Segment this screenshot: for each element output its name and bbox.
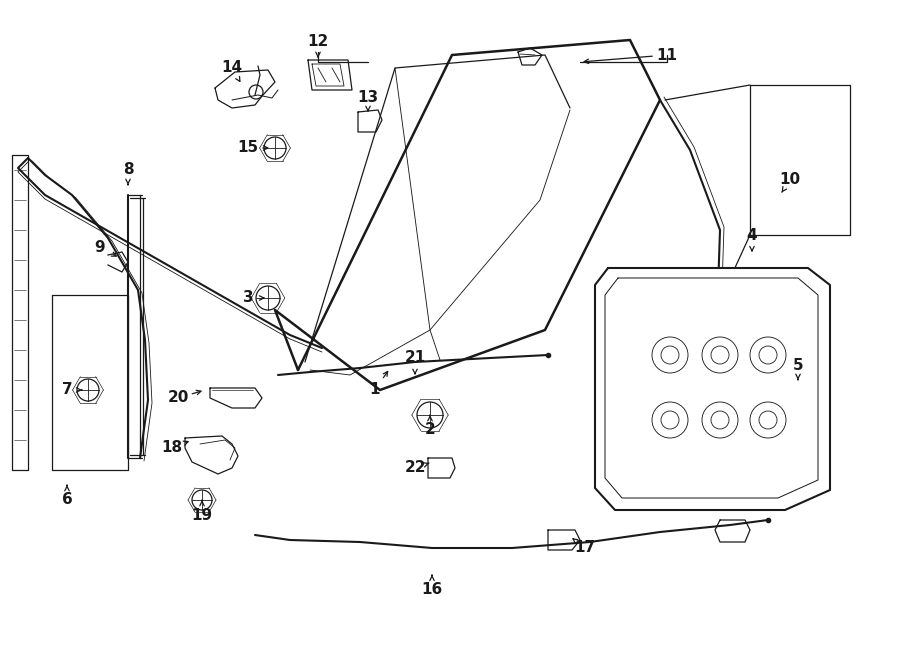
Text: 21: 21: [404, 350, 426, 366]
Text: 6: 6: [61, 492, 72, 508]
Text: 22: 22: [404, 461, 426, 475]
Text: 5: 5: [793, 358, 804, 373]
Text: 14: 14: [221, 61, 243, 75]
Text: 10: 10: [779, 173, 801, 188]
Text: 2: 2: [425, 422, 436, 438]
Text: 15: 15: [238, 141, 258, 155]
Text: 1: 1: [370, 383, 380, 397]
Text: 7: 7: [62, 383, 72, 397]
Text: 17: 17: [574, 541, 596, 555]
Text: 12: 12: [308, 34, 328, 50]
Polygon shape: [595, 268, 830, 510]
Text: 3: 3: [243, 290, 253, 305]
Text: 11: 11: [656, 48, 678, 63]
Text: 20: 20: [167, 391, 189, 405]
Text: 19: 19: [192, 508, 212, 522]
Text: 13: 13: [357, 91, 379, 106]
Text: 16: 16: [421, 582, 443, 598]
Text: 8: 8: [122, 163, 133, 178]
Text: 9: 9: [94, 241, 105, 256]
Text: 18: 18: [161, 440, 183, 455]
Text: 4: 4: [747, 227, 757, 243]
